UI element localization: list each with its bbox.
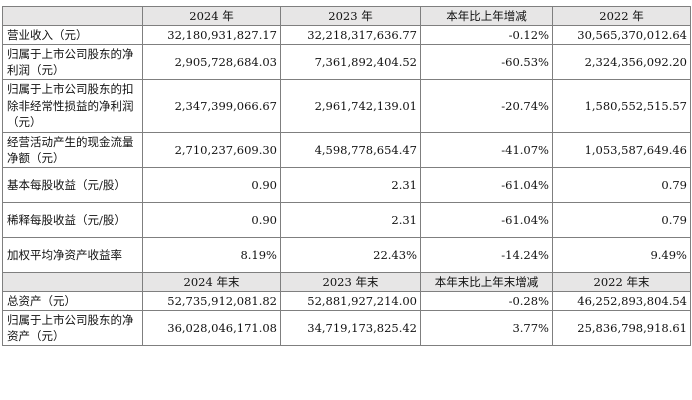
value-2023: 22.43%	[280, 237, 421, 273]
row-label: 加权平均净资产收益率	[2, 237, 143, 273]
table-row: 归属于上市公司股东的净利润（元） 2,905,728,684.03 7,361,…	[2, 44, 691, 80]
value-2024: 2,905,728,684.03	[142, 44, 281, 80]
header-2024: 2024 年	[142, 6, 281, 26]
value-2023: 34,719,173,825.42	[280, 310, 421, 346]
value-2024: 36,028,046,171.08	[142, 310, 281, 346]
header-2024-end: 2024 年末	[142, 272, 281, 292]
table-row: 营业收入（元） 32,180,931,827.17 32,218,317,636…	[2, 25, 691, 45]
table-row: 经营活动产生的现金流量净额（元） 2,710,237,609.30 4,598,…	[2, 132, 691, 168]
value-2024: 2,710,237,609.30	[142, 132, 281, 168]
table-row: 归属于上市公司股东的扣除非经常性损益的净利润（元） 2,347,399,066.…	[2, 79, 691, 133]
table-row: 总资产（元） 52,735,912,081.82 52,881,927,214.…	[2, 291, 691, 311]
header-2022: 2022 年	[552, 6, 691, 26]
row-label: 营业收入（元）	[2, 25, 143, 45]
value-2023: 2.31	[280, 167, 421, 203]
value-2024: 2,347,399,066.67	[142, 79, 281, 133]
value-2022: 1,580,552,515.57	[552, 79, 691, 133]
row-label: 总资产（元）	[2, 291, 143, 311]
value-2024: 52,735,912,081.82	[142, 291, 281, 311]
value-2022: 0.79	[552, 202, 691, 238]
row-label: 经营活动产生的现金流量净额（元）	[2, 132, 143, 168]
value-change: -61.04%	[420, 202, 553, 238]
value-2022: 25,836,798,918.61	[552, 310, 691, 346]
value-change: -61.04%	[420, 167, 553, 203]
table-row: 基本每股收益（元/股） 0.90 2.31 -61.04% 0.79	[2, 167, 691, 203]
row-label: 归属于上市公司股东的净利润（元）	[2, 44, 143, 80]
value-2022: 2,324,356,092.20	[552, 44, 691, 80]
value-change: 3.77%	[420, 310, 553, 346]
value-change: -41.07%	[420, 132, 553, 168]
value-2022: 46,252,893,804.54	[552, 291, 691, 311]
header-row-year-end: 2024 年末 2023 年末 本年末比上年末增减 2022 年末	[2, 272, 691, 292]
value-change: -20.74%	[420, 79, 553, 133]
row-label: 归属于上市公司股东的扣除非经常性损益的净利润（元）	[2, 79, 143, 133]
value-change: -0.28%	[420, 291, 553, 311]
value-2024: 0.90	[142, 167, 281, 203]
value-change: -0.12%	[420, 25, 553, 45]
value-2024: 0.90	[142, 202, 281, 238]
value-2023: 32,218,317,636.77	[280, 25, 421, 45]
table-row: 稀释每股收益（元/股） 0.90 2.31 -61.04% 0.79	[2, 202, 691, 238]
value-2023: 7,361,892,404.52	[280, 44, 421, 80]
header-blank	[2, 6, 143, 26]
header-change: 本年比上年增减	[420, 6, 553, 26]
value-2023: 4,598,778,654.47	[280, 132, 421, 168]
table-row: 加权平均净资产收益率 8.19% 22.43% -14.24% 9.49%	[2, 237, 691, 273]
row-label: 基本每股收益（元/股）	[2, 167, 143, 203]
value-2023: 52,881,927,214.00	[280, 291, 421, 311]
value-2023: 2,961,742,139.01	[280, 79, 421, 133]
header-2022-end: 2022 年末	[552, 272, 691, 292]
row-label: 归属于上市公司股东的净资产（元）	[2, 310, 143, 346]
value-2022: 9.49%	[552, 237, 691, 273]
value-2023: 2.31	[280, 202, 421, 238]
value-change: -60.53%	[420, 44, 553, 80]
value-2024: 32,180,931,827.17	[142, 25, 281, 45]
value-2022: 1,053,587,649.46	[552, 132, 691, 168]
header-change-end: 本年末比上年末增减	[420, 272, 553, 292]
table-row: 归属于上市公司股东的净资产（元） 36,028,046,171.08 34,71…	[2, 310, 691, 346]
header-blank	[2, 272, 143, 292]
key-financial-data-table: 2024 年 2023 年 本年比上年增减 2022 年 营业收入（元） 32,…	[2, 6, 691, 346]
header-2023-end: 2023 年末	[280, 272, 421, 292]
row-label: 稀释每股收益（元/股）	[2, 202, 143, 238]
value-2022: 0.79	[552, 167, 691, 203]
value-2024: 8.19%	[142, 237, 281, 273]
value-change: -14.24%	[420, 237, 553, 273]
header-row-annual: 2024 年 2023 年 本年比上年增减 2022 年	[2, 6, 691, 26]
header-2023: 2023 年	[280, 6, 421, 26]
value-2022: 30,565,370,012.64	[552, 25, 691, 45]
financial-table-container: 2024 年 2023 年 本年比上年增减 2022 年 营业收入（元） 32,…	[2, 6, 691, 346]
